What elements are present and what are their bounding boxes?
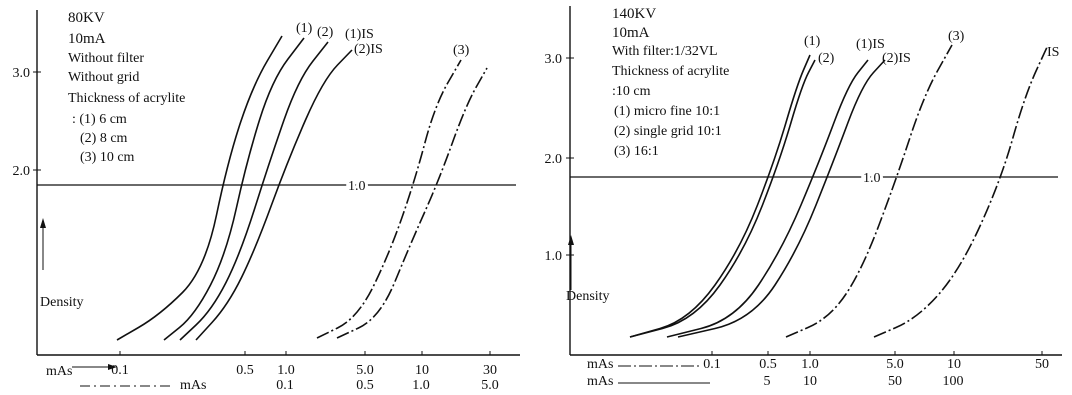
annotation-line: (3) 16:1 <box>614 144 659 159</box>
annotation-line: 140KV <box>612 6 656 22</box>
y-tick-label: 2.0 <box>13 164 31 179</box>
x-axis-label-main: mAs <box>46 364 72 379</box>
annotation-line: :10 cm <box>612 84 651 99</box>
y-tick-label: 2.0 <box>545 152 563 167</box>
x2-tick-label: 0.1 <box>276 378 294 393</box>
series-curve <box>677 59 886 338</box>
series-curve <box>336 67 488 339</box>
x-tick-label: 1.0 <box>801 357 819 372</box>
chart-left: 3.0 2.0 1.0 80KV 10mA Without filter Without g… <box>13 10 520 393</box>
annotation-line: With filter:1/32VL <box>612 44 718 59</box>
reference-line-label: 1.0 <box>348 179 366 194</box>
x-tick-label: 5.0 <box>886 357 904 372</box>
series-curve <box>629 59 816 338</box>
series-curve <box>629 54 811 338</box>
x-tick-label: 10 <box>415 363 429 378</box>
y-tick-label: 3.0 <box>545 52 563 67</box>
series-curve <box>163 37 305 341</box>
annotation-line: Without filter <box>68 51 144 66</box>
series-label: (3) <box>453 43 470 58</box>
annotation-line: 80KV <box>68 10 105 26</box>
y-axis-label: Density <box>40 295 84 310</box>
series-label: IS <box>1047 45 1059 60</box>
x-axis-label-secondary: mAs <box>180 378 206 393</box>
x-axis-label-main: mAs <box>587 357 613 372</box>
x2-tick-label: 10 <box>803 374 817 389</box>
x2-tick-label: 5 <box>764 374 771 389</box>
annotation-line: 10mA <box>612 25 650 41</box>
annotation-line: : (1) 6 cm <box>72 112 127 127</box>
chart-right: 3.0 2.0 1.0 1.0 140KV 10mA With filter:1/32VL T… <box>545 6 1062 389</box>
annotation-line: Thickness of acrylite <box>68 91 185 106</box>
y-tick-label: 1.0 <box>545 249 563 264</box>
annotation-line: Thickness of acrylite <box>612 64 729 79</box>
series-label: (1) <box>296 21 313 36</box>
series-label: (1)IS <box>856 37 885 52</box>
x2-tick-label: 5.0 <box>481 378 499 393</box>
series-label: (1) <box>804 34 821 49</box>
x-tick-label: 5.0 <box>356 363 374 378</box>
annotation-line: Without grid <box>68 70 139 85</box>
x-tick-label: 30 <box>483 363 497 378</box>
x2-tick-label: 1.0 <box>412 378 430 393</box>
x2-tick-label: 50 <box>888 374 902 389</box>
series-label: (2)IS <box>882 51 911 66</box>
density-arrow-head <box>568 235 574 245</box>
series-curve <box>666 59 869 338</box>
annotation-line: (1) micro fine 10:1 <box>614 104 720 119</box>
series-label: (2)IS <box>354 42 383 57</box>
reference-line-label: 1.0 <box>863 171 881 186</box>
series-label: (1)IS <box>345 27 374 42</box>
series-label: (2) <box>818 51 835 66</box>
annotation-line: (2) single grid 10:1 <box>614 124 722 139</box>
x-tick-label: 0.1 <box>111 363 129 378</box>
series-curve <box>316 59 462 339</box>
density-arrow-head <box>40 218 46 228</box>
series-label: (2) <box>317 25 334 40</box>
x-tick-label: 50 <box>1035 357 1049 372</box>
x2-tick-label: 100 <box>943 374 964 389</box>
x-tick-label: 10 <box>947 357 961 372</box>
series-curve <box>785 44 953 338</box>
y-tick-label: 3.0 <box>13 66 31 81</box>
series-curve <box>195 49 353 341</box>
x-tick-label: 0.5 <box>759 357 777 372</box>
x-tick-label: 0.1 <box>703 357 721 372</box>
y-axis-label: Density <box>566 289 610 304</box>
annotation-line: (2) 8 cm <box>80 131 128 146</box>
x-axis-arrow-head <box>108 364 117 370</box>
series-curve <box>116 35 283 341</box>
annotation-line: 10mA <box>68 31 106 47</box>
x2-tick-label: 0.5 <box>356 378 374 393</box>
annotation-line: (3) 10 cm <box>80 150 135 165</box>
series-curve <box>873 44 1049 338</box>
x-axis-label-secondary: mAs <box>587 374 613 389</box>
x-tick-label: 0.5 <box>236 363 254 378</box>
x-tick-label: 1.0 <box>277 363 295 378</box>
series-curve <box>179 41 329 341</box>
series-label: (3) <box>948 29 965 44</box>
